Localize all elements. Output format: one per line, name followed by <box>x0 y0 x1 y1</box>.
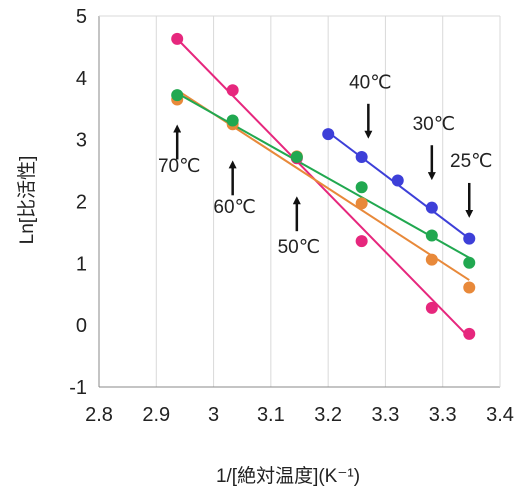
data-point <box>463 232 476 245</box>
annotation-label: 40℃ <box>349 72 391 93</box>
x-tick-label: 3.3 <box>372 404 400 426</box>
x-axis-label: 1/[絶対温度](K⁻¹) <box>216 465 360 487</box>
data-point <box>171 89 184 102</box>
temperature-annotations: 70℃ 60℃ 50℃ 40℃ 30℃ 25℃ <box>158 72 493 257</box>
data-point <box>322 128 335 141</box>
x-tick-label: 3.2 <box>314 404 342 426</box>
data-point <box>355 197 368 210</box>
annotation-label: 70℃ <box>158 156 200 177</box>
data-point <box>355 150 368 163</box>
x-tick-label: 3.4 <box>486 404 514 426</box>
data-point <box>463 256 476 269</box>
fit-line <box>176 38 470 339</box>
data-point <box>425 301 438 314</box>
data-points <box>171 32 476 340</box>
data-point <box>226 84 239 97</box>
data-point <box>355 181 368 194</box>
y-tick-label: 3 <box>76 130 87 152</box>
annotation-label: 30℃ <box>413 114 455 135</box>
data-point <box>391 174 404 187</box>
annotation-label: 50℃ <box>278 237 320 258</box>
x-tick-label: 2.9 <box>142 404 170 426</box>
y-tick-label: 4 <box>76 68 87 90</box>
y-tick-label: 2 <box>76 192 87 214</box>
y-tick-label: 5 <box>76 6 87 28</box>
fit-line <box>176 92 470 259</box>
annotation-label: 60℃ <box>213 197 255 218</box>
data-point <box>463 327 476 340</box>
data-point <box>171 32 184 45</box>
data-point <box>463 281 476 294</box>
data-point <box>355 235 368 248</box>
x-tick-label: 3.3 <box>429 404 457 426</box>
y-tick-label: -1 <box>69 377 87 399</box>
grid <box>155 16 444 387</box>
data-point <box>425 201 438 214</box>
data-point <box>226 114 239 127</box>
data-point <box>425 253 438 266</box>
axes <box>98 15 501 388</box>
fit-lines <box>176 38 470 339</box>
x-tick-label: 3 <box>208 404 219 426</box>
data-point <box>290 150 303 163</box>
tick-labels: 2.8 2.9 3 3.1 3.2 3.3 3.3 3.4 -1 0 1 2 3 4 5 <box>69 6 514 426</box>
y-tick-label: 0 <box>76 315 87 337</box>
y-tick-label: 1 <box>76 253 87 275</box>
x-tick-label: 3.1 <box>257 404 285 426</box>
annotation-label: 25℃ <box>450 151 492 172</box>
y-axis-label: Ln[比活性] <box>16 156 38 245</box>
x-tick-label: 2.8 <box>85 404 113 426</box>
data-point <box>425 229 438 242</box>
